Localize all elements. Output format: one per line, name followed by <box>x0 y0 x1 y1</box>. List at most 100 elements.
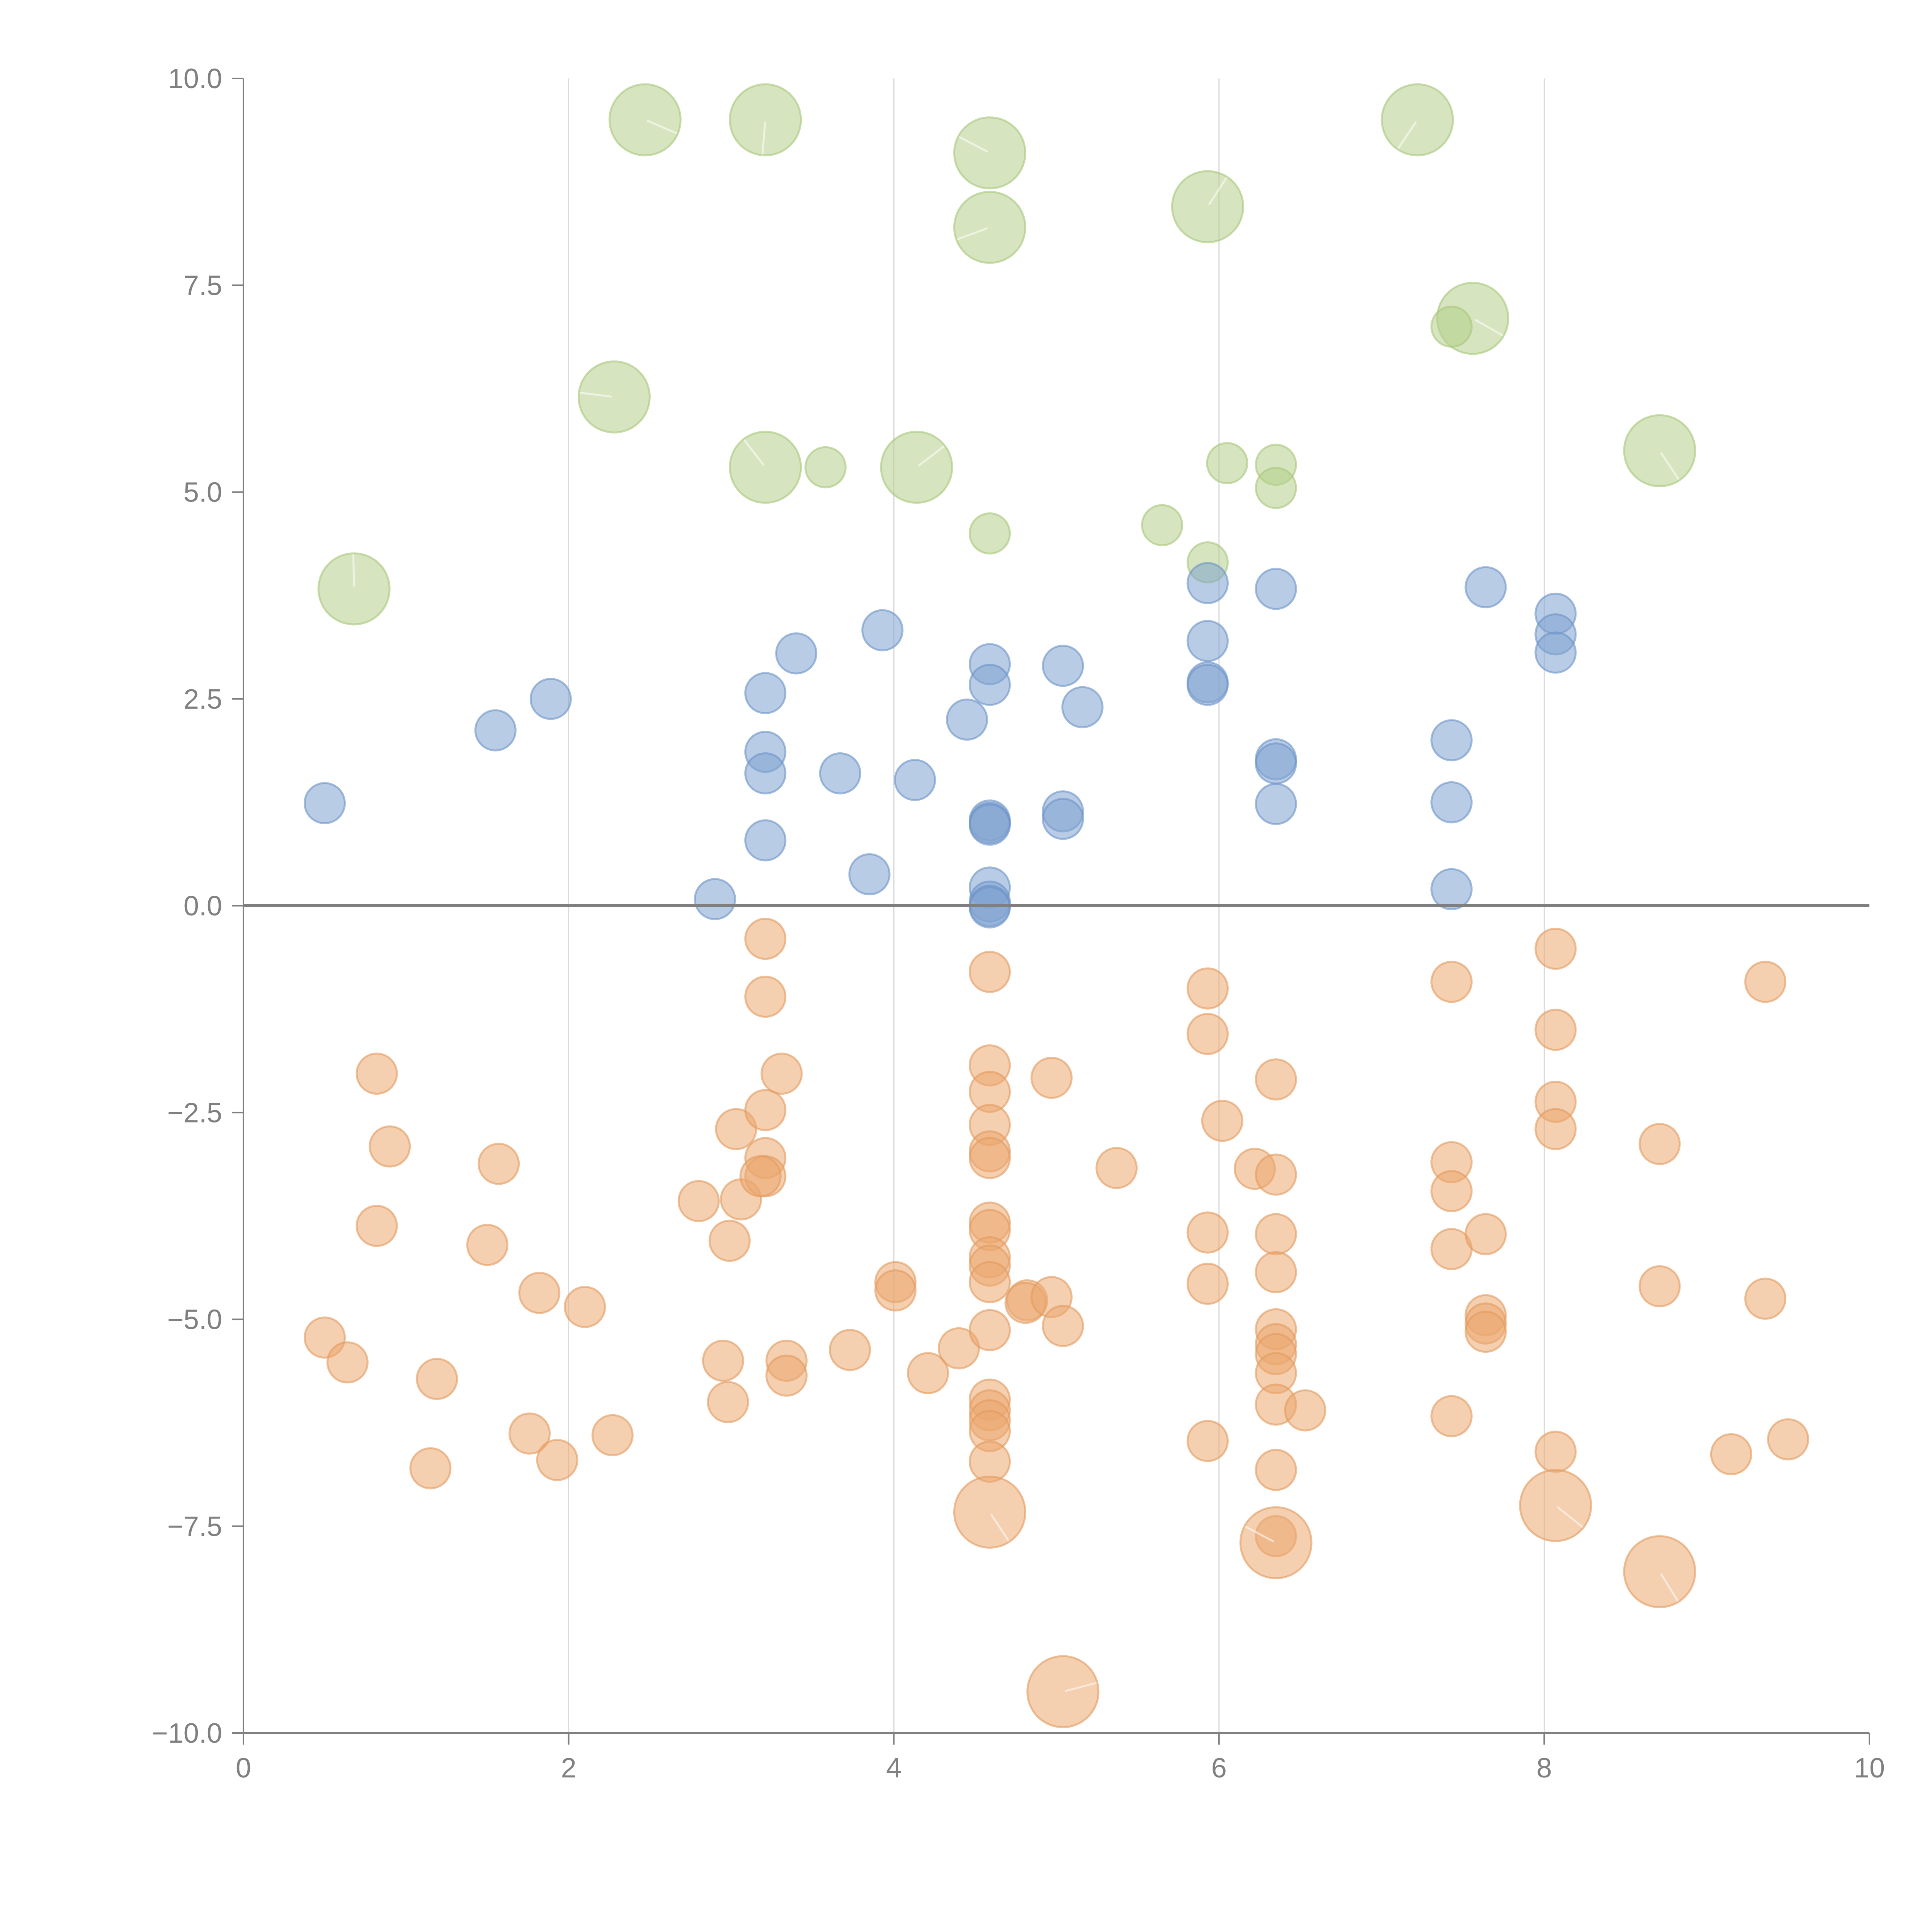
bubble-glint <box>1397 121 1417 149</box>
bubble-mid <box>775 632 818 675</box>
bubble-low <box>1430 1395 1473 1437</box>
bubble-low <box>744 1089 787 1131</box>
bubble-low <box>509 1412 551 1455</box>
bubble-low <box>466 1224 509 1266</box>
bubble-low <box>744 976 787 1018</box>
bubble-glint <box>1245 1526 1274 1543</box>
bubble-low <box>744 918 787 960</box>
bubble-low <box>1534 1108 1577 1150</box>
bubble-mid <box>968 663 1011 706</box>
bubble-low <box>874 1269 917 1312</box>
bubble-high <box>953 190 1026 264</box>
bubble-glint <box>647 120 677 134</box>
bubble-mid <box>303 782 346 825</box>
bubble-low <box>760 1053 803 1095</box>
bubble-low <box>1284 1389 1327 1432</box>
bubble-glint <box>957 227 988 240</box>
bubble-mid <box>1255 742 1297 785</box>
bubble-low <box>1255 1058 1297 1101</box>
bubble-mid <box>1186 562 1229 604</box>
bubble-low <box>1186 1262 1229 1305</box>
bubble-low <box>1519 1469 1592 1542</box>
bubble-glint <box>579 391 612 398</box>
y-tick-label: 0.0 <box>184 891 222 922</box>
bubble-mid <box>1430 719 1473 762</box>
bubble-high <box>968 512 1011 555</box>
bubbles <box>303 83 1810 1728</box>
bubble-low <box>968 1261 1011 1303</box>
bubble-high <box>1171 170 1244 243</box>
bubble-low <box>907 1352 949 1395</box>
bubble-low <box>1255 1449 1297 1491</box>
axes: 0 2 4 6 8 10 10.0 7.5 5.0 2.5 0.0 −2.5 −5.0 −7.5 −10.0 <box>152 63 1885 1784</box>
bubble-low <box>1255 1213 1297 1255</box>
bubble-high <box>1430 305 1473 348</box>
bubble-mid <box>968 803 1011 846</box>
bubble-glint <box>1557 1506 1583 1528</box>
bubble-mid <box>1061 686 1104 728</box>
bubble-low <box>326 1341 369 1384</box>
bubble-low <box>1534 1009 1577 1051</box>
bubble-low <box>1744 1277 1787 1320</box>
bubble-low <box>1638 1123 1681 1165</box>
bubble-low <box>1464 1213 1507 1255</box>
bubble-low <box>355 1053 398 1095</box>
bubble-low <box>1464 1311 1507 1353</box>
bubble-mid <box>1042 798 1084 840</box>
bubble-glint <box>1660 452 1680 480</box>
bubble-low <box>677 1180 720 1222</box>
bubble-low <box>591 1414 634 1456</box>
bubble-mid <box>474 709 517 752</box>
bubble-low <box>1710 1433 1752 1475</box>
bubble-high <box>1381 83 1454 156</box>
bubble-mid <box>1186 663 1229 706</box>
bubble-low <box>702 1340 744 1382</box>
bubble-low <box>564 1286 606 1328</box>
bubble-low <box>708 1219 751 1262</box>
bubble-low <box>416 1358 458 1400</box>
bubble-glint <box>1474 319 1503 336</box>
bubble-high <box>804 446 847 488</box>
bubble-high <box>1206 442 1248 485</box>
bubble-glint <box>958 136 988 153</box>
y-tick-label: 7.5 <box>184 270 222 301</box>
x-tick-label: 10 <box>1854 1753 1885 1784</box>
bubble-low <box>1201 1100 1243 1142</box>
bubble-glint <box>1208 177 1227 205</box>
y-tick-label: −7.5 <box>167 1511 222 1542</box>
bubble-low <box>1255 1251 1297 1293</box>
bubble-mid <box>1255 568 1297 610</box>
bubble-low <box>369 1125 411 1168</box>
bubble-low <box>1744 961 1787 1003</box>
bubble-high <box>880 430 953 504</box>
bubble-low <box>1026 1655 1100 1728</box>
y-tick-label: 2.5 <box>184 684 222 715</box>
x-tick-label: 8 <box>1536 1753 1552 1784</box>
bubble-mid <box>1430 868 1473 910</box>
bubble-low <box>1095 1147 1138 1189</box>
x-tick-label: 4 <box>886 1753 901 1784</box>
bubble-low <box>1430 1170 1473 1213</box>
bubble-glint <box>990 1514 1010 1542</box>
bubble-high <box>1255 467 1297 509</box>
y-tick-label: −5.0 <box>167 1304 222 1335</box>
bubble-glint <box>918 446 945 466</box>
bubble-mid <box>968 886 1011 929</box>
x-tick-label: 0 <box>236 1753 251 1784</box>
bubble-high <box>1141 504 1184 546</box>
bubble-low <box>1534 1430 1577 1473</box>
bubble-high <box>953 116 1026 190</box>
bubble-high <box>317 552 391 626</box>
bubble-low <box>1042 1305 1084 1347</box>
bubble-low <box>1186 967 1229 1010</box>
bubble-mid <box>744 819 787 862</box>
y-tick-label: 10.0 <box>168 63 222 94</box>
bubble-low <box>739 1155 782 1197</box>
bubble-low <box>1767 1418 1810 1461</box>
bubble-low <box>1534 927 1577 970</box>
bubble-low <box>968 1137 1011 1179</box>
y-tick-label: 5.0 <box>184 477 222 508</box>
bubble-low <box>1186 1211 1229 1254</box>
bubble-low <box>953 1475 1026 1549</box>
